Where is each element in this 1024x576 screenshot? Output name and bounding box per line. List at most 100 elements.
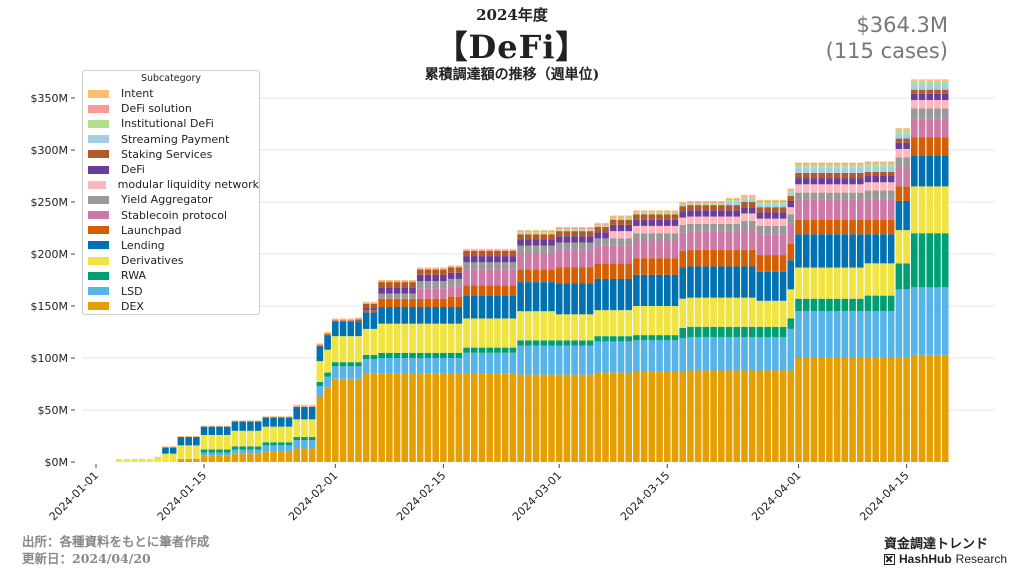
bar-segment bbox=[200, 455, 208, 462]
legend-item: DEX bbox=[83, 299, 259, 314]
bar-segment bbox=[856, 311, 864, 358]
bar-segment bbox=[609, 215, 617, 217]
bar-segment bbox=[710, 216, 717, 224]
bar-segment bbox=[733, 210, 741, 217]
bar-segment bbox=[501, 347, 509, 353]
bar-segment bbox=[463, 347, 470, 353]
bar-segment bbox=[625, 238, 632, 246]
bar-segment bbox=[748, 220, 756, 230]
bar-segment bbox=[501, 352, 509, 374]
bar-segment bbox=[231, 446, 239, 450]
bar-segment bbox=[887, 161, 895, 163]
bar-segment bbox=[895, 148, 903, 158]
bar-segment bbox=[416, 269, 424, 275]
bar-segment bbox=[517, 252, 524, 270]
bar-segment bbox=[895, 186, 903, 201]
bar-segment bbox=[517, 245, 524, 253]
legend-swatch bbox=[88, 135, 109, 144]
bar-segment bbox=[486, 347, 494, 353]
bar-segment bbox=[856, 219, 864, 235]
bar-segment bbox=[911, 233, 918, 288]
bar-segment bbox=[285, 417, 293, 427]
bar-segment bbox=[370, 328, 378, 355]
bar-segment bbox=[540, 231, 548, 233]
bar-segment bbox=[386, 287, 393, 294]
bar-segment bbox=[540, 311, 548, 341]
legend-item: DeFi bbox=[83, 162, 259, 177]
bar-segment bbox=[640, 240, 648, 259]
bar-segment bbox=[648, 225, 656, 234]
bar-segment bbox=[702, 216, 710, 224]
bar-segment bbox=[609, 245, 617, 264]
bar-segment bbox=[941, 186, 949, 234]
bar-segment bbox=[872, 295, 880, 312]
bar-segment bbox=[455, 278, 463, 287]
bar-segment bbox=[903, 138, 910, 143]
bar-segment bbox=[200, 452, 208, 456]
bar-segment bbox=[810, 178, 818, 185]
bar-segment bbox=[741, 207, 748, 214]
bar-segment bbox=[231, 420, 239, 422]
bar-segment bbox=[579, 236, 586, 243]
bar-segment bbox=[818, 192, 825, 200]
bar-segment bbox=[833, 311, 841, 358]
bar-segment bbox=[625, 231, 632, 239]
bar-segment bbox=[841, 219, 849, 235]
bar-segment bbox=[131, 458, 138, 462]
bar-segment bbox=[802, 311, 810, 358]
bar-segment bbox=[772, 370, 779, 462]
bar-segment bbox=[710, 326, 717, 338]
bar-segment bbox=[501, 318, 509, 348]
bar-segment bbox=[748, 194, 756, 196]
bar-segment bbox=[918, 84, 926, 90]
bar-segment bbox=[332, 319, 339, 321]
bar-segment bbox=[918, 233, 926, 288]
bar-segment bbox=[501, 269, 509, 286]
bar-segment bbox=[501, 256, 509, 263]
bar-segment bbox=[586, 228, 594, 230]
legend-swatch bbox=[88, 195, 109, 204]
bar-segment bbox=[440, 307, 447, 324]
bar-segment bbox=[694, 249, 702, 267]
bar-segment bbox=[772, 207, 779, 213]
bar-segment bbox=[648, 340, 656, 372]
total-summary: $364.3M (115 cases) bbox=[826, 12, 948, 64]
bar-segment bbox=[779, 234, 787, 256]
bar-segment bbox=[733, 266, 741, 298]
bar-segment bbox=[926, 100, 934, 109]
bar-segment bbox=[579, 228, 586, 230]
bar-segment bbox=[640, 212, 648, 215]
bar-segment bbox=[872, 263, 880, 296]
bar-segment bbox=[764, 300, 771, 327]
bar-segment bbox=[818, 162, 825, 164]
bar-segment bbox=[926, 108, 934, 119]
bar-segment bbox=[687, 205, 694, 211]
bar-segment bbox=[525, 232, 532, 235]
bar-segment bbox=[247, 446, 254, 450]
bar-segment bbox=[386, 307, 393, 324]
bar-segment bbox=[733, 199, 741, 202]
legend-swatch bbox=[88, 241, 109, 250]
bar-segment bbox=[718, 223, 725, 232]
bar-segment bbox=[733, 370, 741, 462]
bar-segment bbox=[764, 337, 771, 371]
bar-segment bbox=[571, 242, 578, 250]
bar-segment bbox=[787, 189, 795, 191]
bar-segment bbox=[934, 80, 941, 82]
bar-segment bbox=[347, 319, 355, 321]
bar-segment bbox=[362, 302, 370, 304]
bar-segment bbox=[895, 356, 903, 462]
bar-segment bbox=[663, 225, 671, 234]
bar-segment bbox=[802, 267, 810, 299]
bar-segment bbox=[424, 323, 432, 353]
bar-segment bbox=[478, 269, 486, 286]
bar-segment bbox=[409, 352, 416, 358]
bar-segment bbox=[347, 366, 355, 379]
bar-segment bbox=[633, 225, 640, 234]
bar-segment bbox=[756, 204, 764, 208]
bar-segment bbox=[725, 216, 733, 224]
bar-segment bbox=[470, 295, 478, 319]
bar-segment bbox=[941, 89, 949, 94]
bar-segment bbox=[764, 255, 771, 272]
bar-segment bbox=[532, 252, 540, 270]
